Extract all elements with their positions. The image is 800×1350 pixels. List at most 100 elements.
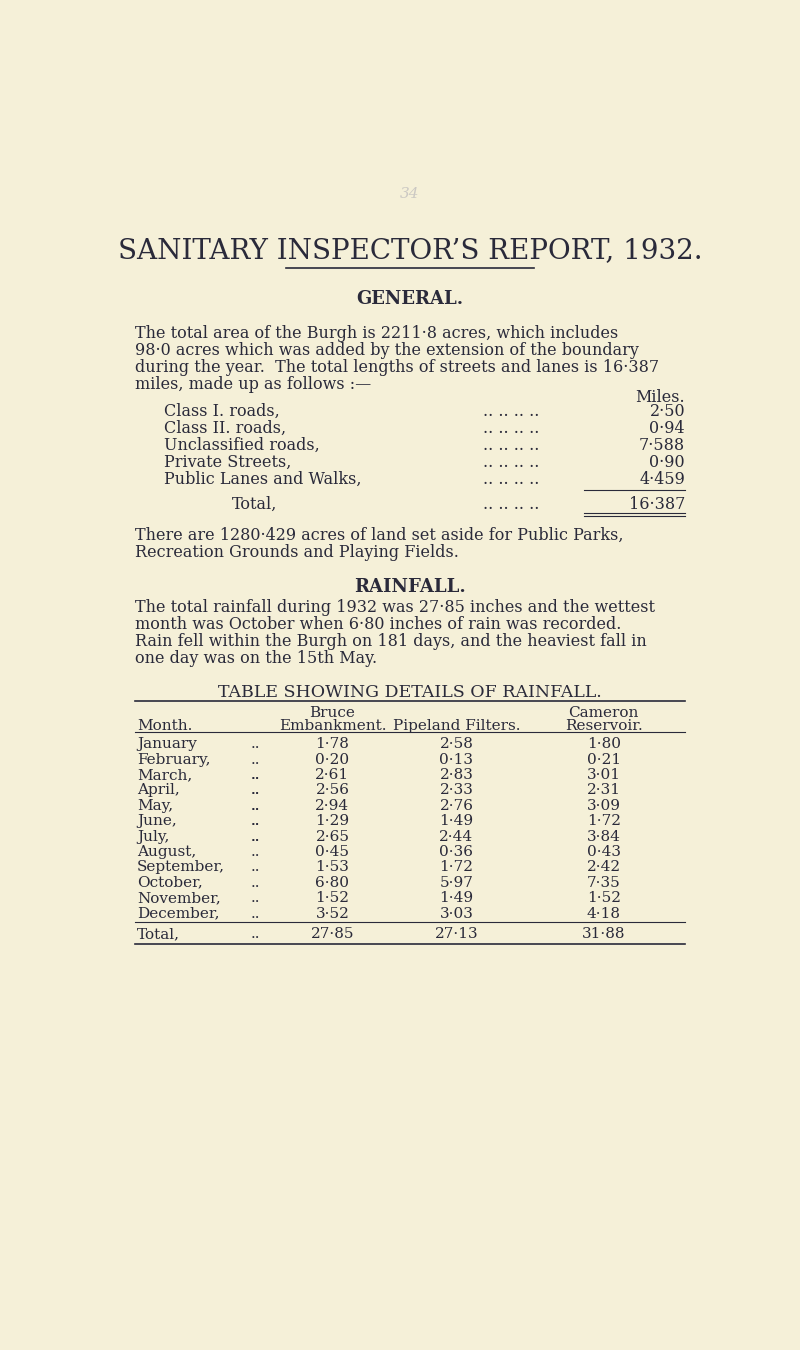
Text: ..: .. — [251, 830, 261, 844]
Text: September,: September, — [138, 860, 226, 875]
Text: June,: June, — [138, 814, 177, 828]
Text: Total,: Total, — [232, 497, 277, 513]
Text: ..: .. — [251, 768, 261, 782]
Text: 2·83: 2·83 — [439, 768, 474, 782]
Text: month was October when 6·80 inches of rain was recorded.: month was October when 6·80 inches of ra… — [135, 617, 622, 633]
Text: ..: .. — [251, 830, 261, 844]
Text: 7·588: 7·588 — [639, 437, 685, 454]
Text: 2·76: 2·76 — [439, 799, 474, 813]
Text: ..: .. — [251, 783, 261, 798]
Text: 0·21: 0·21 — [586, 752, 621, 767]
Text: ..: .. — [251, 799, 261, 813]
Text: Recreation Grounds and Playing Fields.: Recreation Grounds and Playing Fields. — [135, 544, 458, 560]
Text: .. .. .. ..: .. .. .. .. — [482, 420, 539, 437]
Text: December,: December, — [138, 907, 220, 921]
Text: GENERAL.: GENERAL. — [357, 290, 463, 308]
Text: ..: .. — [251, 752, 261, 767]
Text: during the year.  The total lengths of streets and lanes is 16·387: during the year. The total lengths of st… — [135, 359, 659, 377]
Text: .. .. .. ..: .. .. .. .. — [482, 471, 539, 487]
Text: Unclassified roads,: Unclassified roads, — [163, 437, 319, 454]
Text: 1·80: 1·80 — [586, 737, 621, 751]
Text: 2·50: 2·50 — [650, 404, 685, 420]
Text: 4·18: 4·18 — [586, 907, 621, 921]
Text: 4·459: 4·459 — [639, 471, 685, 487]
Text: ..: .. — [251, 737, 261, 751]
Text: 2·44: 2·44 — [439, 830, 474, 844]
Text: 34: 34 — [400, 188, 420, 201]
Text: .. .. .. ..: .. .. .. .. — [482, 437, 539, 454]
Text: ..: .. — [251, 927, 261, 941]
Text: 2·58: 2·58 — [439, 737, 474, 751]
Text: Rain fell within the Burgh on 181 days, and the heaviest fall in: Rain fell within the Burgh on 181 days, … — [135, 633, 646, 651]
Text: April,: April, — [138, 783, 180, 798]
Text: Embankment.: Embankment. — [278, 718, 386, 733]
Text: 27·85: 27·85 — [310, 927, 354, 941]
Text: The total rainfall during 1932 was 27·85 inches and the wettest: The total rainfall during 1932 was 27·85… — [135, 599, 655, 617]
Text: 1·72: 1·72 — [586, 814, 621, 828]
Text: 1·52: 1·52 — [586, 891, 621, 906]
Text: March,: March, — [138, 768, 193, 782]
Text: November,: November, — [138, 891, 221, 906]
Text: 0·36: 0·36 — [439, 845, 474, 859]
Text: 0·43: 0·43 — [586, 845, 621, 859]
Text: RAINFALL.: RAINFALL. — [354, 578, 466, 595]
Text: 2·65: 2·65 — [315, 830, 350, 844]
Text: ..: .. — [251, 814, 261, 828]
Text: 1·52: 1·52 — [315, 891, 350, 906]
Text: TABLE SHOWING DETAILS OF RAINFALL.: TABLE SHOWING DETAILS OF RAINFALL. — [218, 684, 602, 701]
Text: 1·72: 1·72 — [439, 860, 474, 875]
Text: Pipeland Filters.: Pipeland Filters. — [393, 718, 520, 733]
Text: The total area of the Burgh is 2211·8 acres, which includes: The total area of the Burgh is 2211·8 ac… — [135, 325, 618, 343]
Text: ..: .. — [251, 860, 261, 875]
Text: May,: May, — [138, 799, 174, 813]
Text: miles, made up as follows :—: miles, made up as follows :— — [135, 377, 371, 393]
Text: Private Streets,: Private Streets, — [163, 454, 291, 471]
Text: ..: .. — [251, 907, 261, 921]
Text: October,: October, — [138, 876, 203, 890]
Text: 3·84: 3·84 — [587, 830, 621, 844]
Text: 1·49: 1·49 — [439, 891, 474, 906]
Text: 27·13: 27·13 — [434, 927, 478, 941]
Text: August,: August, — [138, 845, 197, 859]
Text: Bruce: Bruce — [310, 706, 355, 721]
Text: ..: .. — [251, 799, 261, 813]
Text: Class I. roads,: Class I. roads, — [163, 404, 279, 420]
Text: 1·53: 1·53 — [315, 860, 350, 875]
Text: ..: .. — [251, 783, 261, 798]
Text: January: January — [138, 737, 197, 751]
Text: 3·09: 3·09 — [586, 799, 621, 813]
Text: 98·0 acres which was added by the extension of the boundary: 98·0 acres which was added by the extens… — [135, 342, 638, 359]
Text: 6·80: 6·80 — [315, 876, 350, 890]
Text: 31·88: 31·88 — [582, 927, 626, 941]
Text: Miles.: Miles. — [635, 389, 685, 406]
Text: 3·52: 3·52 — [315, 907, 350, 921]
Text: February,: February, — [138, 752, 210, 767]
Text: ..: .. — [251, 814, 261, 828]
Text: 7·35: 7·35 — [587, 876, 621, 890]
Text: Total,: Total, — [138, 927, 180, 941]
Text: ..: .. — [251, 891, 261, 906]
Text: 1·29: 1·29 — [315, 814, 350, 828]
Text: .. .. .. ..: .. .. .. .. — [482, 497, 539, 513]
Text: 1·49: 1·49 — [439, 814, 474, 828]
Text: 2·61: 2·61 — [315, 768, 350, 782]
Text: There are 1280·429 acres of land set aside for Public Parks,: There are 1280·429 acres of land set asi… — [135, 526, 623, 544]
Text: 16·387: 16·387 — [629, 497, 685, 513]
Text: 5·97: 5·97 — [439, 876, 474, 890]
Text: .. .. .. ..: .. .. .. .. — [482, 404, 539, 420]
Text: 3·01: 3·01 — [586, 768, 621, 782]
Text: 2·94: 2·94 — [315, 799, 350, 813]
Text: Class II. roads,: Class II. roads, — [163, 420, 286, 437]
Text: 0·20: 0·20 — [315, 752, 350, 767]
Text: 0·45: 0·45 — [315, 845, 350, 859]
Text: 3·03: 3·03 — [439, 907, 474, 921]
Text: Cameron: Cameron — [569, 706, 639, 721]
Text: ..: .. — [251, 876, 261, 890]
Text: 2·33: 2·33 — [439, 783, 474, 798]
Text: 1·78: 1·78 — [315, 737, 350, 751]
Text: Month.: Month. — [138, 718, 193, 733]
Text: Public Lanes and Walks,: Public Lanes and Walks, — [163, 471, 361, 487]
Text: 0·13: 0·13 — [439, 752, 474, 767]
Text: .. .. .. ..: .. .. .. .. — [482, 454, 539, 471]
Text: SANITARY INSPECTOR’S REPORT, 1932.: SANITARY INSPECTOR’S REPORT, 1932. — [118, 238, 702, 265]
